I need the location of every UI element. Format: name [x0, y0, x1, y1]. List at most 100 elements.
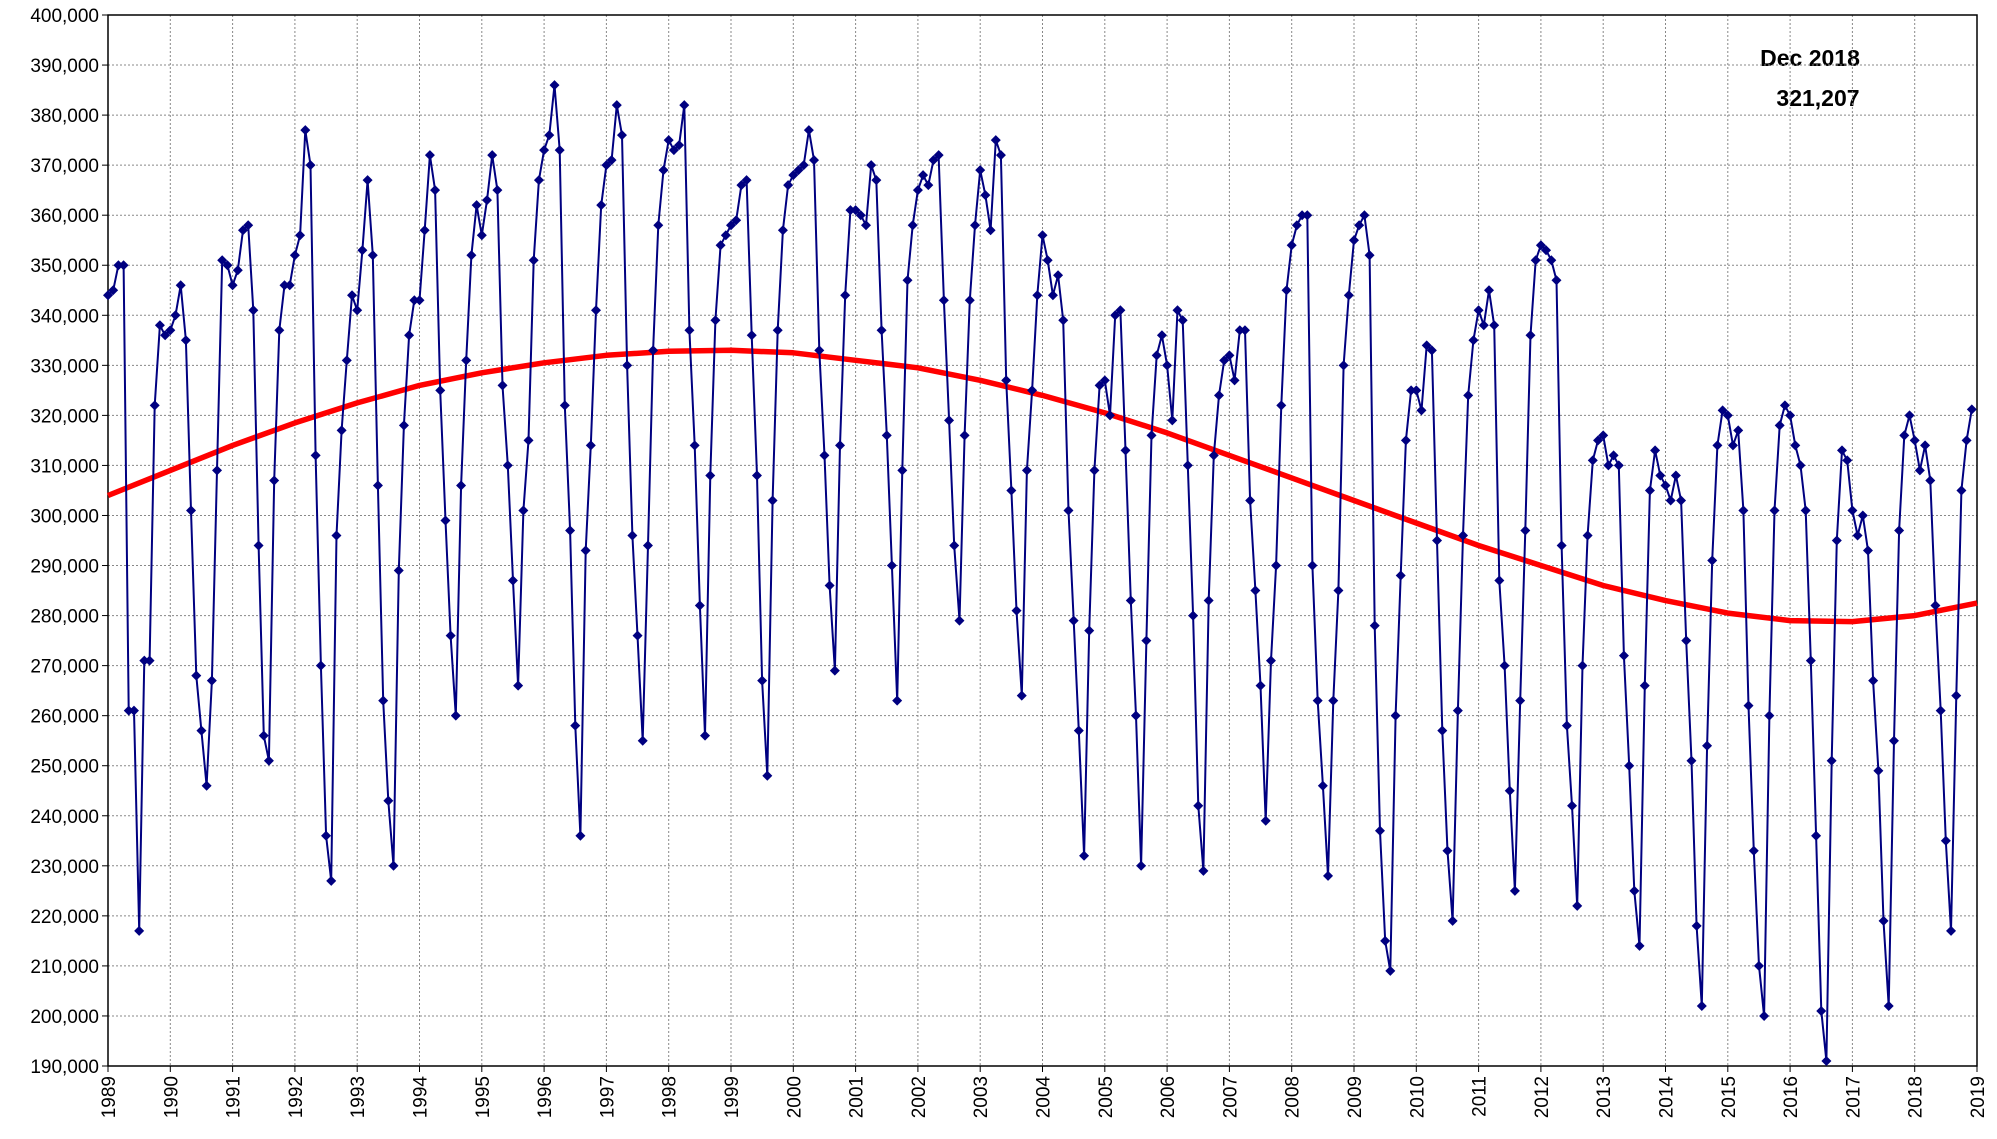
- marker: [492, 185, 503, 196]
- marker: [1089, 465, 1100, 476]
- marker: [850, 205, 861, 216]
- marker: [1857, 510, 1868, 521]
- y-tick-label: 240,000: [30, 807, 99, 828]
- marker: [160, 330, 171, 341]
- x-tick-label: 1991: [224, 1076, 245, 1118]
- marker: [1551, 275, 1562, 286]
- marker: [1317, 780, 1328, 791]
- marker: [1286, 240, 1297, 251]
- marker: [1712, 440, 1723, 451]
- marker: [357, 245, 368, 256]
- marker: [1561, 720, 1572, 731]
- marker: [139, 655, 150, 666]
- marker: [1743, 700, 1754, 711]
- marker: [1390, 710, 1401, 721]
- marker: [1499, 660, 1510, 671]
- marker: [128, 705, 139, 716]
- marker: [1904, 410, 1915, 421]
- marker: [876, 325, 887, 336]
- y-tick-label: 280,000: [30, 607, 99, 628]
- marker: [1873, 765, 1884, 776]
- marker: [175, 280, 186, 291]
- marker: [305, 160, 316, 171]
- y-tick-label: 200,000: [30, 1007, 99, 1028]
- x-tick-label: 2003: [971, 1076, 992, 1118]
- marker: [1727, 440, 1738, 451]
- marker: [715, 240, 726, 251]
- marker: [1198, 865, 1209, 876]
- y-tick-label: 300,000: [30, 506, 99, 527]
- marker: [1909, 435, 1920, 446]
- marker: [736, 180, 747, 191]
- marker: [1935, 705, 1946, 716]
- marker: [1530, 255, 1541, 266]
- marker: [1255, 680, 1266, 691]
- marker: [1068, 615, 1079, 626]
- marker: [881, 430, 892, 441]
- marker: [1125, 595, 1136, 606]
- marker: [409, 295, 420, 306]
- marker: [731, 215, 742, 226]
- marker: [590, 305, 601, 316]
- marker: [1001, 375, 1012, 386]
- marker: [232, 265, 243, 276]
- marker: [284, 280, 295, 291]
- marker: [975, 165, 986, 176]
- marker: [1878, 915, 1889, 926]
- marker: [845, 205, 856, 216]
- marker: [466, 250, 477, 261]
- marker: [814, 345, 825, 356]
- marker: [1364, 250, 1375, 261]
- marker: [1120, 445, 1131, 456]
- marker: [642, 540, 653, 551]
- marker: [751, 470, 762, 481]
- x-tick-label: 2006: [1158, 1076, 1179, 1118]
- marker: [1395, 570, 1406, 581]
- marker: [398, 420, 409, 431]
- marker: [1032, 290, 1043, 301]
- marker: [1603, 460, 1614, 471]
- marker: [653, 220, 664, 231]
- marker: [622, 360, 633, 371]
- marker: [1411, 385, 1422, 396]
- marker: [923, 180, 934, 191]
- marker: [627, 530, 638, 541]
- y-tick-label: 350,000: [30, 256, 99, 277]
- marker: [331, 530, 342, 541]
- marker: [1276, 400, 1287, 411]
- marker: [445, 630, 456, 641]
- marker: [1556, 540, 1567, 551]
- marker: [1094, 380, 1105, 391]
- marker: [414, 295, 425, 306]
- marker: [606, 155, 617, 166]
- marker: [1956, 485, 1967, 496]
- marker: [954, 615, 965, 626]
- marker: [1525, 330, 1536, 341]
- marker: [1416, 405, 1427, 416]
- marker: [238, 225, 249, 236]
- marker: [1665, 495, 1676, 506]
- marker: [1053, 270, 1064, 281]
- marker: [1702, 740, 1713, 751]
- marker: [523, 435, 534, 446]
- marker: [258, 730, 269, 741]
- marker: [949, 540, 960, 551]
- marker: [1079, 850, 1090, 861]
- marker: [637, 735, 648, 746]
- marker: [1162, 360, 1173, 371]
- marker: [1738, 505, 1749, 516]
- marker: [1307, 560, 1318, 571]
- marker: [809, 155, 820, 166]
- marker: [1624, 760, 1635, 771]
- y-tick-label: 220,000: [30, 907, 99, 928]
- marker: [746, 330, 757, 341]
- marker: [674, 140, 685, 151]
- x-tick-label: 2016: [1781, 1076, 1802, 1118]
- marker: [1234, 325, 1245, 336]
- marker: [206, 675, 217, 686]
- x-tick-label: 1989: [99, 1076, 120, 1118]
- y-tick-label: 340,000: [30, 306, 99, 327]
- marker: [757, 675, 768, 686]
- marker: [1707, 555, 1718, 566]
